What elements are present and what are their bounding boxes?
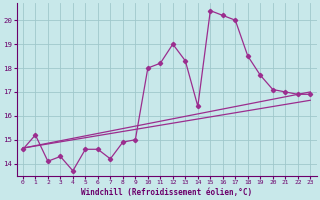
X-axis label: Windchill (Refroidissement éolien,°C): Windchill (Refroidissement éolien,°C): [81, 188, 252, 197]
